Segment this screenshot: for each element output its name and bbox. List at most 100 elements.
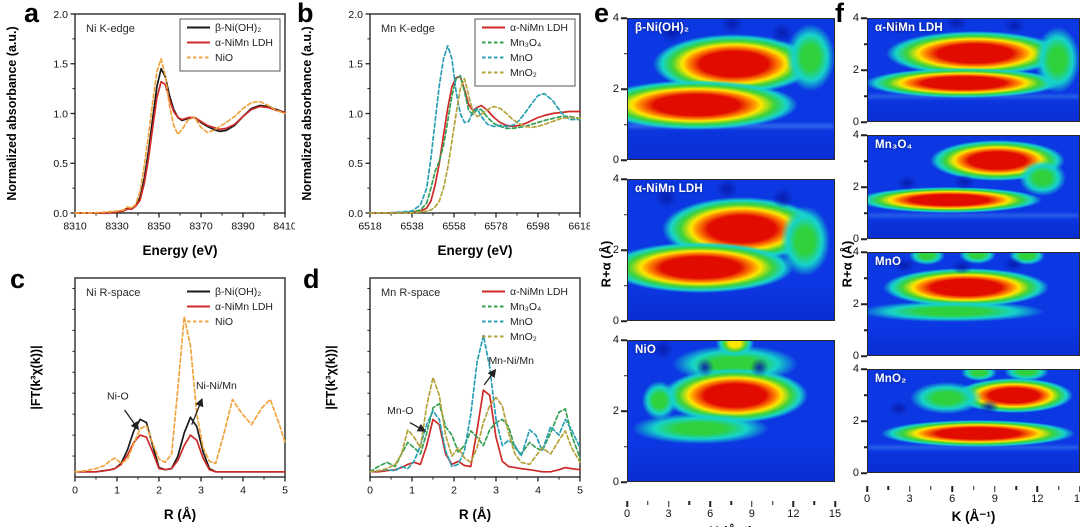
y-tick — [621, 88, 627, 90]
heatmap-title: β-Ni(OH)₂ — [635, 22, 690, 34]
heatmap-title: MnO — [875, 256, 902, 268]
y-tick — [623, 123, 627, 126]
x-tick — [887, 486, 890, 490]
heatmap-blob-green — [641, 381, 678, 420]
x-axis-title: Energy (eV) — [142, 243, 217, 258]
wavelet-heatmap: MnO — [867, 252, 1080, 356]
panel-f: f R+α (Å) 0 2 4 α-NiMn LDH 0 2 4 Mn₃O₄ 0 2 4 MnO 0 2 4… — [835, 0, 1080, 527]
annotation-label: Mn-Ni/Mn — [488, 355, 534, 367]
annotation-arrow — [483, 368, 497, 386]
x-tick-label: 6598 — [526, 221, 550, 233]
y-tick — [861, 303, 867, 305]
y-tick-label: 0 — [852, 467, 859, 479]
legend-label: β-Ni(OH)₂ — [215, 286, 261, 298]
wavelet-heatmap: Mn₃O₄ — [867, 135, 1080, 239]
wavelet-map-row: 0 2 4 β-Ni(OH)₂ — [607, 12, 835, 166]
y-tick-label: 0 — [612, 315, 619, 327]
y-tick-label: 2.0 — [53, 9, 68, 21]
x-tick-label: 1 — [409, 485, 415, 497]
legend-label: α-NiMn LDH — [510, 22, 568, 34]
heatmap-blob-hot — [868, 67, 1063, 98]
heatmap-title: α-NiMn LDH — [875, 22, 943, 34]
series-line — [74, 434, 286, 473]
heatmap-blob-green — [960, 370, 998, 382]
wavelet-heatmap: β-Ni(OH)₂ — [627, 18, 835, 160]
y-tick — [863, 446, 867, 448]
series-line — [74, 67, 286, 214]
heatmap-blob-green — [868, 300, 1046, 323]
wavelet-map-row: 0 2 4 MnO — [847, 246, 1080, 362]
y-tick — [621, 178, 627, 180]
wavelet-heatmap: α-NiMn LDH — [627, 179, 835, 321]
x-tick — [647, 501, 649, 505]
y-tick — [621, 17, 627, 19]
y-tick — [863, 160, 867, 162]
heatmap-stripe — [868, 446, 1079, 450]
x-tick-label: 2 — [451, 485, 457, 497]
x-tick-label: 8390 — [231, 221, 255, 233]
panel-a-letter: a — [24, 0, 40, 28]
x-tick-label: 15 — [828, 508, 842, 520]
legend-label: NiO — [215, 316, 233, 328]
x-tick-label: 2 — [156, 485, 162, 497]
x-tick — [771, 501, 774, 505]
legend-label: α-NiMn LDH — [215, 301, 273, 313]
y-tick — [623, 284, 627, 287]
wavelet-heatmap: MnO₂ — [867, 369, 1080, 473]
wavelet-map-row: 0 2 4 α-NiMn LDH — [607, 173, 835, 327]
wavelet-map-row: 0 2 4 NiO — [607, 334, 835, 488]
panel-e-letter: e — [594, 0, 610, 28]
wavelet-map-row: 0 2 4 Mn₃O₄ — [847, 129, 1080, 245]
series-line — [74, 315, 286, 473]
annotation-arrow — [409, 421, 427, 432]
heatmap-blob-green — [1035, 26, 1079, 93]
y-tick-label: 4 — [852, 12, 859, 24]
y-tick-label: 4 — [852, 129, 859, 141]
legend-label: NiO — [215, 52, 233, 64]
panel-b-letter: b — [297, 0, 314, 28]
heatmap-y-axis: 0 2 4 — [847, 129, 867, 245]
x-tick-label: 8410 — [273, 221, 295, 233]
wavelet-heatmap: α-NiMn LDH — [867, 18, 1080, 122]
x-tick-label: 3 — [198, 485, 204, 497]
x-tick — [834, 501, 836, 507]
heatmap-blob-dark — [717, 19, 748, 39]
heatmap-blob-dark — [768, 183, 799, 212]
wavelet-stack-mn: 0 2 4 α-NiMn LDH 0 2 4 Mn₃O₄ 0 2 4 MnO 0 2 4 MnO₂ 0 3 6 9 12… — [835, 12, 1080, 527]
annotation-arrow — [191, 397, 204, 425]
y-tick — [861, 17, 867, 19]
heatmap-y-axis: 0 2 4 — [847, 246, 867, 362]
plot-title: Ni K-edge — [86, 23, 135, 35]
y-tick-label: 0 — [852, 233, 859, 245]
y-tick-label: 2.0 — [348, 9, 363, 21]
x-tick-label: 3 — [493, 485, 499, 497]
xanes-ni-chart: 8310 8330 8350 8370 8390 8410 0.0 0.5 1.0 1.5 2.0 E… — [5, 9, 297, 258]
heatmap-blob-dark — [656, 19, 688, 47]
heatmap-blob-hot — [628, 79, 799, 130]
x-tick — [1057, 486, 1060, 490]
heatmap-blob-dark — [998, 19, 1030, 36]
y-tick — [621, 320, 627, 322]
heatmap-blob-hot — [880, 420, 1075, 447]
y-tick-label: 1.5 — [348, 59, 363, 71]
y-tick-label: 1.0 — [53, 108, 68, 120]
plot-title: Mn R-space — [381, 287, 440, 299]
heatmap-blob-dark — [941, 19, 973, 34]
x-tick-label: 6 — [707, 508, 714, 520]
y-tick — [861, 251, 867, 253]
heatmap-blob-warm — [715, 341, 755, 357]
y-tick-label: 0 — [612, 154, 619, 166]
y-tick-label: 4 — [612, 12, 619, 24]
heatmap-y-axis: 0 2 4 — [847, 12, 867, 128]
y-tick — [863, 329, 867, 331]
heatmap-blob-green — [910, 382, 984, 414]
annotation-arrow — [124, 409, 139, 431]
heatmap-x-axis: 0 3 6 9 12 15 K (Å⁻¹) — [607, 501, 841, 527]
y-tick — [861, 238, 867, 240]
legend-label: MnO — [510, 52, 533, 64]
x-tick-label: 5 — [577, 485, 583, 497]
x-tick — [866, 486, 868, 492]
x-tick-label: 9 — [991, 493, 998, 505]
x-tick-label: 8330 — [105, 221, 129, 233]
y-tick — [861, 420, 867, 422]
